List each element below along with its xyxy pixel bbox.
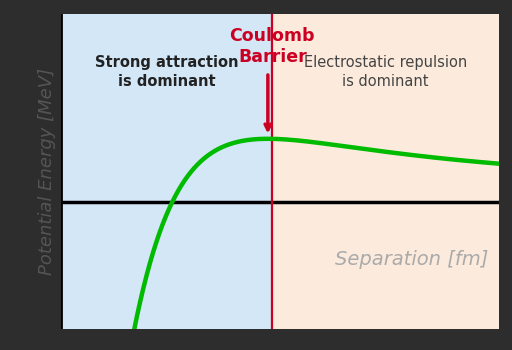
Text: Electrostatic repulsion
is dominant: Electrostatic repulsion is dominant [304, 55, 467, 89]
Text: Strong attraction
is dominant: Strong attraction is dominant [95, 55, 238, 89]
Bar [61, 14, 271, 329]
Text: Separation [fm]: Separation [fm] [335, 251, 488, 270]
Text: Coulomb
Barrier: Coulomb Barrier [229, 27, 315, 66]
Bar [271, 14, 499, 329]
Y-axis label: Potential Energy [MeV]: Potential Energy [MeV] [38, 68, 56, 275]
